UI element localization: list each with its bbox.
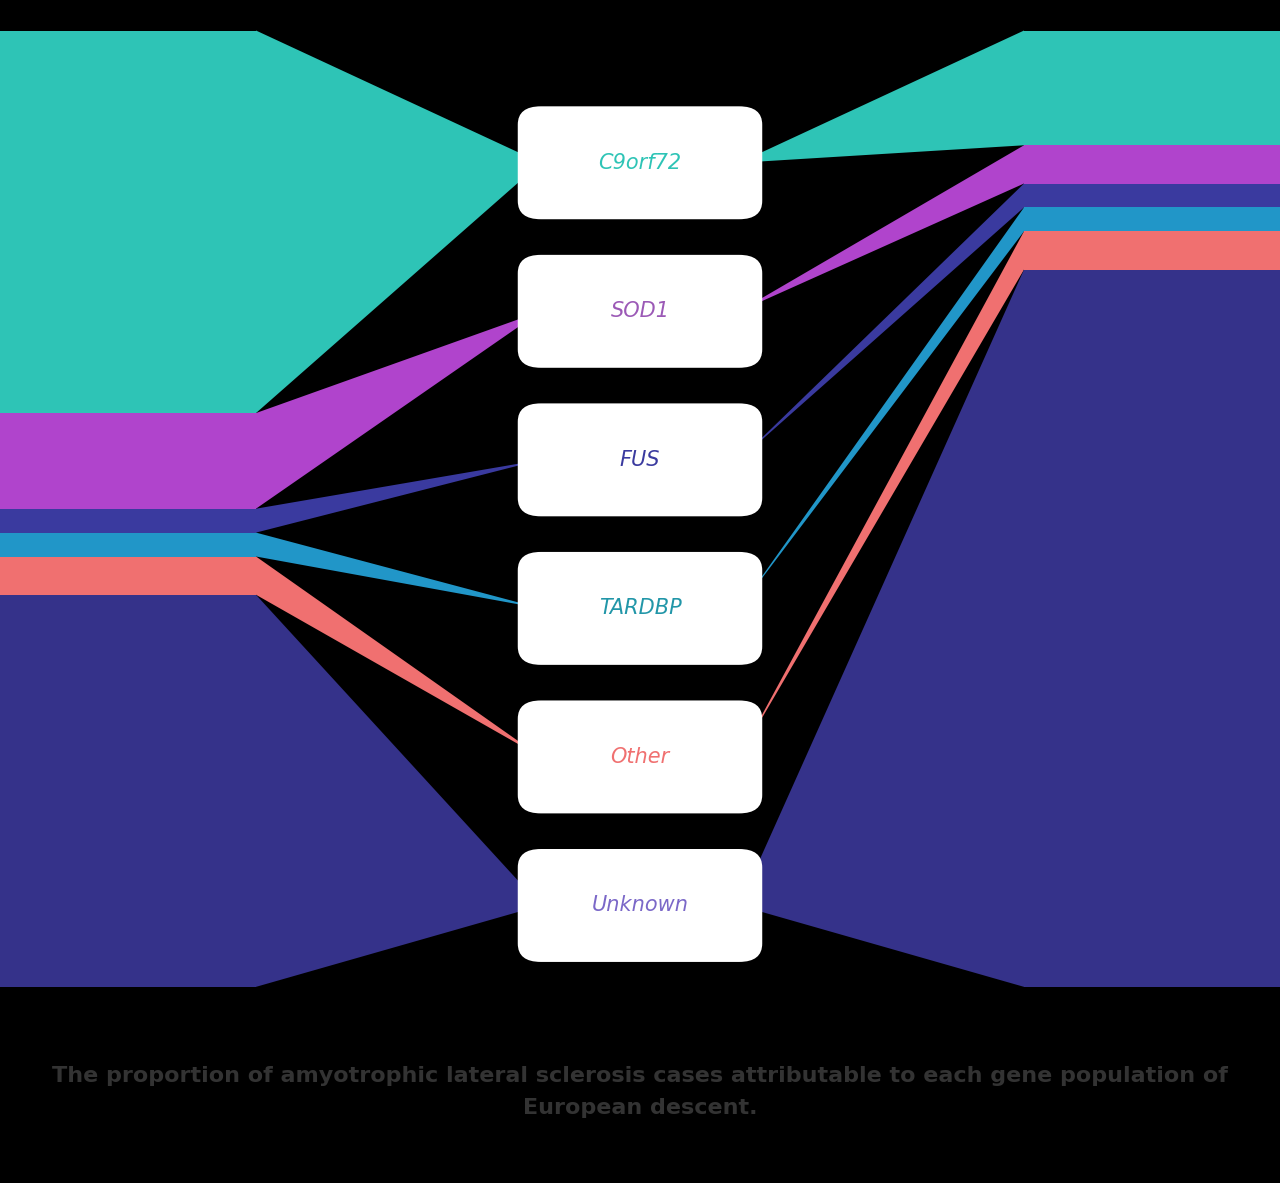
Polygon shape [256,532,540,608]
Polygon shape [256,460,540,532]
Polygon shape [1024,146,1280,183]
Text: FUS: FUS [620,450,660,470]
Polygon shape [740,270,1024,987]
Polygon shape [0,595,256,987]
Polygon shape [1024,232,1280,270]
FancyBboxPatch shape [517,552,762,665]
Polygon shape [256,31,540,413]
FancyBboxPatch shape [517,106,762,219]
Text: C9orf72: C9orf72 [599,153,681,173]
FancyBboxPatch shape [517,403,762,516]
Polygon shape [740,31,1024,163]
Polygon shape [0,556,256,595]
Polygon shape [256,556,540,757]
Text: Unknown: Unknown [591,896,689,916]
Polygon shape [740,146,1024,311]
FancyBboxPatch shape [517,254,762,368]
Polygon shape [1024,207,1280,232]
Polygon shape [1024,31,1280,146]
Text: Other: Other [611,746,669,767]
Polygon shape [740,183,1024,460]
Polygon shape [256,311,540,509]
FancyBboxPatch shape [517,849,762,962]
Text: The proportion of amyotrophic lateral sclerosis cases attributable to each gene : The proportion of amyotrophic lateral sc… [52,1066,1228,1118]
Polygon shape [1024,270,1280,987]
Polygon shape [0,509,256,532]
Text: SOD1: SOD1 [611,302,669,322]
Polygon shape [0,413,256,509]
Polygon shape [256,595,540,987]
Polygon shape [0,532,256,556]
FancyBboxPatch shape [517,700,762,814]
Polygon shape [740,232,1024,757]
Polygon shape [0,31,256,413]
Polygon shape [1024,183,1280,207]
Text: TARDBP: TARDBP [599,599,681,619]
Polygon shape [740,207,1024,608]
